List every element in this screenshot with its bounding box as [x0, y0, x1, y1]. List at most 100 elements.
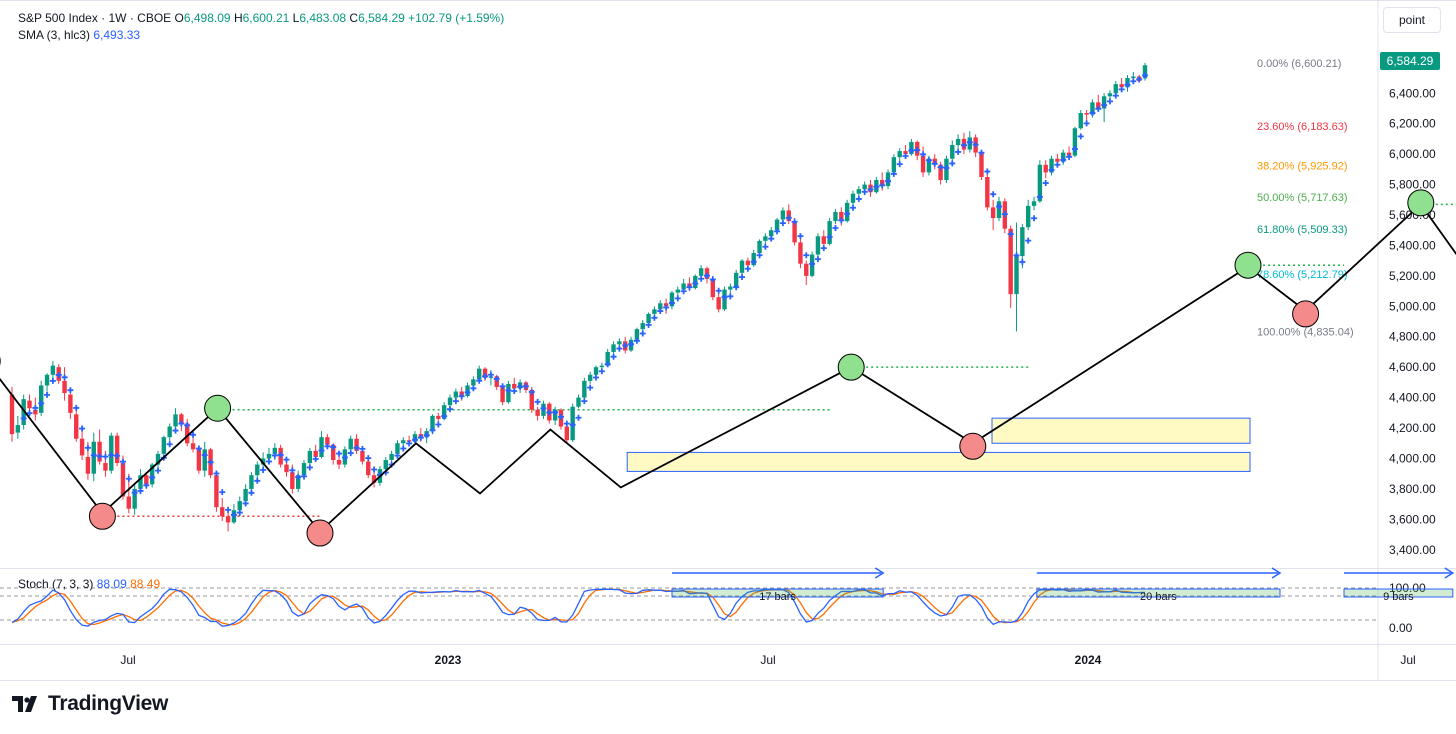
sma-marker [295, 474, 302, 481]
sma-marker [797, 233, 804, 240]
candle-body [260, 458, 266, 465]
sma-marker [96, 453, 103, 460]
sma-marker [125, 475, 132, 482]
sma-marker [131, 489, 138, 496]
open-value: 6,498.09 [183, 11, 231, 25]
sma-marker [476, 377, 483, 384]
high-label: H [233, 11, 243, 25]
price-tick-label: 5,400.00 [1389, 238, 1436, 252]
sma-marker [762, 243, 769, 250]
candle-body [938, 164, 943, 180]
scale-mode-button[interactable]: point [1383, 7, 1441, 33]
sma-marker [353, 444, 360, 451]
sma-marker [406, 440, 413, 447]
sma-marker [814, 256, 821, 263]
candle-body [190, 443, 196, 450]
candle-body [582, 380, 587, 398]
low-label: L [292, 11, 300, 25]
sma-marker [686, 284, 693, 291]
sma-marker [931, 160, 938, 167]
last-price-tag: 6,584.29 [1380, 52, 1440, 70]
candle-body [862, 184, 867, 190]
sma-marker [336, 450, 343, 457]
candle-body [249, 475, 254, 489]
sma-marker [855, 195, 862, 202]
sma-value: 6,493.33 [93, 28, 141, 42]
sma-marker [552, 409, 559, 416]
sma-marker [645, 321, 652, 328]
sma-marker [190, 431, 197, 438]
sma-marker [534, 398, 541, 405]
sma-marker [213, 470, 220, 477]
sma-marker [890, 170, 897, 177]
sma-legend[interactable]: SMA (3, hlc3) 6,493.33 [18, 28, 140, 42]
sma-marker [67, 387, 74, 394]
candle-body [366, 461, 371, 476]
duration-arrow-head [1444, 567, 1455, 579]
sma-marker [143, 482, 150, 489]
candle-body [295, 475, 301, 489]
sma-marker [306, 464, 313, 471]
candle-body [576, 397, 581, 407]
sma-marker [598, 368, 605, 375]
candle-body [500, 386, 505, 403]
sma-marker [61, 374, 68, 381]
sma-marker [820, 245, 827, 252]
sma-marker [540, 405, 547, 412]
time-tick-label: Jul [120, 653, 135, 667]
stoch-legend[interactable]: Stoch (7, 3, 3) 88.09 88.49 [18, 577, 160, 591]
candle-body [979, 152, 984, 177]
sma-marker [581, 398, 588, 405]
candle-body [179, 414, 184, 424]
candle-body [482, 368, 488, 378]
candle-body [301, 463, 307, 476]
sma-marker [277, 451, 284, 458]
sma-marker [458, 393, 465, 400]
candle-body [1107, 93, 1113, 97]
stoch-label: Stoch (7, 3, 3) [18, 577, 94, 591]
candle-body [144, 475, 149, 485]
tradingview-logo-icon [12, 696, 37, 712]
sma-marker [248, 489, 255, 496]
sma-marker [84, 444, 91, 451]
sma-marker [633, 337, 640, 344]
candle-body [955, 138, 961, 145]
candle-body [757, 240, 762, 254]
candle-body [196, 449, 202, 471]
sma-marker [318, 447, 325, 454]
sma-marker [703, 272, 710, 279]
candle-body [325, 437, 330, 445]
candle-body [220, 507, 225, 517]
tradingview-logo[interactable]: TradingView [12, 692, 168, 716]
candle-body [1020, 227, 1025, 257]
candle-body [1055, 158, 1060, 162]
candle-body [1008, 228, 1013, 295]
sma-marker [1077, 133, 1084, 140]
sma-marker [429, 427, 436, 434]
sma-marker [1118, 86, 1125, 93]
sma-marker [902, 152, 909, 159]
sma-marker [925, 157, 932, 164]
candle-body [15, 425, 21, 433]
sma-marker [774, 228, 781, 235]
swing-high-marker [1407, 189, 1435, 217]
sma-marker [744, 265, 751, 272]
candle-body [780, 210, 786, 220]
candle-body [173, 414, 178, 427]
stoch-tick-label: 0.00 [1389, 621, 1413, 635]
overbought-box [1343, 588, 1454, 598]
sma-marker [119, 458, 126, 465]
sma-marker [867, 186, 874, 193]
candle-body [1119, 84, 1124, 88]
sma-marker [1066, 153, 1073, 160]
sma-marker [844, 210, 851, 217]
time-tick-label: Jul [1400, 653, 1415, 667]
candle-body [103, 463, 108, 471]
sma-marker [885, 178, 892, 185]
candle-body [839, 211, 844, 222]
sma-marker [1071, 146, 1078, 153]
candle-body [126, 496, 132, 509]
duration-label: 17 bars [759, 591, 796, 603]
price-tick-label: 5,200.00 [1389, 269, 1436, 283]
